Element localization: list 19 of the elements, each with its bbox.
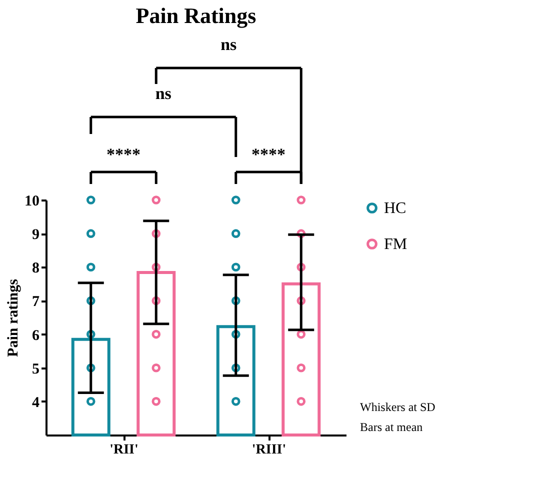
text: Whiskers at SD — [360, 400, 436, 414]
text: ns — [155, 84, 172, 103]
y-tick-label: 5 — [32, 361, 40, 378]
text: **** — [106, 145, 140, 164]
y-tick-label: 7 — [32, 294, 40, 310]
y-tick-label: 10 — [24, 194, 40, 210]
y-tick-label: 8 — [32, 260, 40, 277]
y-tick-label: 4 — [32, 394, 40, 411]
x-tick-label: 'RIII' — [252, 442, 286, 458]
legend-label: FM — [384, 236, 408, 253]
x-tick-label: 'RII' — [110, 442, 138, 458]
text: ns — [220, 35, 238, 54]
text: **** — [252, 145, 286, 164]
y-tick-label: 6 — [32, 328, 40, 344]
y-axis-title: Pain ratings — [6, 278, 22, 357]
y-tick-label: 9 — [32, 227, 40, 244]
text: Bars at mean — [360, 420, 423, 434]
chart-title: Pain Ratings — [136, 3, 257, 28]
legend-label: HC — [384, 200, 406, 217]
